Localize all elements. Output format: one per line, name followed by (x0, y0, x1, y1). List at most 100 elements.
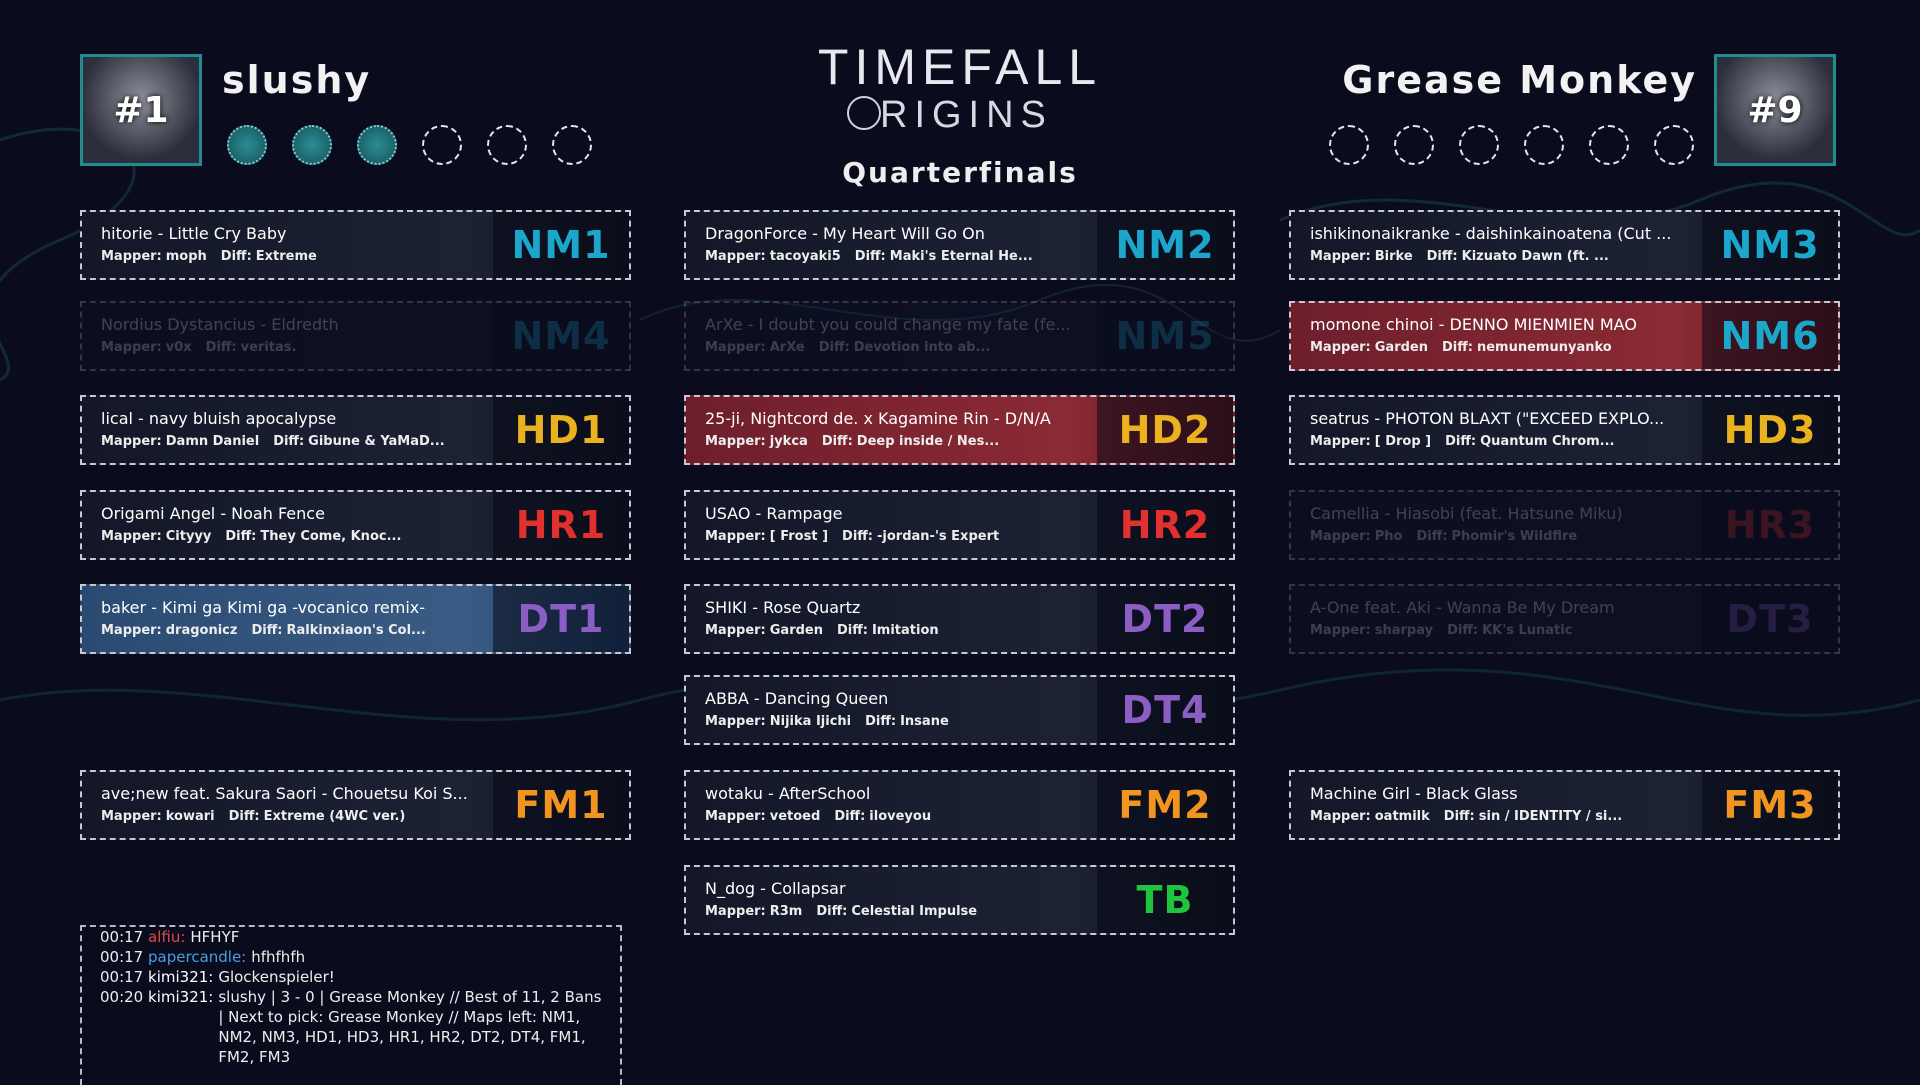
score-dot (227, 125, 267, 165)
map-card: ishikinonaikranke - daishinkainoatena (C… (1289, 210, 1840, 280)
diff: iloveyou (869, 809, 932, 824)
diff-label: Diff: (854, 249, 886, 264)
score-dot (1394, 125, 1434, 165)
score-dot (487, 125, 527, 165)
diff-label: Diff: (818, 340, 850, 355)
map-card: lical - navy bluish apocalypse Mapper: Dam… (80, 395, 631, 465)
mapper-label: Mapper: (101, 434, 162, 449)
diff-label: Diff: (225, 529, 257, 544)
chat-user: alfiu: (148, 928, 186, 946)
map-title: ABBA - Dancing Queen (705, 689, 889, 708)
chat-prefix: 00:17 alfiu: (100, 927, 185, 947)
map-code: NM2 (1097, 212, 1233, 278)
map-meta: Mapper: Pho Diff: Phomir's Wildfire (1310, 529, 1581, 544)
left-seed: #1 (113, 89, 169, 131)
mapper-label: Mapper: (1310, 529, 1371, 544)
chat-user: kimi321: (148, 988, 214, 1006)
mapper-label: Mapper: (705, 714, 766, 729)
left-avatar: #1 (80, 54, 202, 166)
diff: Imitation (871, 623, 939, 638)
map-card: wotaku - AfterSchool Mapper: vetoed Diff: il… (684, 770, 1235, 840)
mapper: [ Frost ] (769, 529, 829, 544)
mapper: kowari (165, 809, 215, 824)
mapper-label: Mapper: (705, 529, 766, 544)
diff: Ralkinxiaon's Col... (286, 623, 426, 638)
mapper-label: Mapper: (101, 809, 162, 824)
diff-label: Diff: (865, 714, 897, 729)
chat-line: 00:20 kimi321: slushy | 3 - 0 | Grease Mo… (100, 987, 602, 1067)
chat-box: 00:17 alfiu: HFHYF 00:17 papercandle: hfhfh… (80, 925, 622, 1085)
map-title: ishikinonaikranke - daishinkainoatena (C… (1310, 224, 1672, 243)
map-meta: Mapper: Birke Diff: Kizuato Dawn (ft. ... (1310, 249, 1613, 264)
diff: Kizuato Dawn (ft. ... (1461, 249, 1609, 264)
map-meta: Mapper: moph Diff: Extreme (101, 249, 321, 264)
map-code: HD3 (1702, 397, 1838, 463)
map-meta: Mapper: oatmilk Diff: sin / IDENTITY / si..… (1310, 809, 1626, 824)
mapper-label: Mapper: (705, 809, 766, 824)
map-title: DragonForce - My Heart Will Go On (705, 224, 985, 243)
mapper: R3m (769, 904, 803, 919)
score-dot (1589, 125, 1629, 165)
map-title: momone chinoi - DENNO MIENMIEN MAO (1310, 315, 1637, 334)
mapper: Cityyy (165, 529, 212, 544)
map-code: DT3 (1702, 586, 1838, 652)
score-dot (1459, 125, 1499, 165)
map-code: FM1 (493, 772, 629, 838)
map-title: 25-ji, Nightcord de. x Kagamine Rin - D/… (705, 409, 1051, 428)
map-title: lical - navy bluish apocalypse (101, 409, 337, 428)
diff: Devotion into ab... (853, 340, 991, 355)
mapper: Nijika Ijichi (769, 714, 852, 729)
mapper-label: Mapper: (101, 340, 162, 355)
mapper-label: Mapper: (1310, 434, 1371, 449)
map-card: Origami Angel - Noah Fence Mapper: Cityyy D… (80, 490, 631, 560)
map-code: HR1 (493, 492, 629, 558)
chat-prefix: 00:17 papercandle: (100, 947, 246, 967)
map-code: TB (1097, 867, 1233, 933)
mapper-label: Mapper: (705, 434, 766, 449)
diff-label: Diff: (220, 249, 252, 264)
map-title: Machine Girl - Black Glass (1310, 784, 1518, 803)
diff-label: Diff: (1445, 434, 1477, 449)
mapper-label: Mapper: (1310, 623, 1371, 638)
left-team-name: slushy (222, 58, 372, 102)
diff-label: Diff: (1447, 623, 1479, 638)
mapper: moph (165, 249, 207, 264)
map-code: NM6 (1702, 303, 1838, 369)
chat-text: slushy | 3 - 0 | Grease Monkey // Best o… (218, 988, 602, 1066)
diff: Gibune & YaMaD... (308, 434, 445, 449)
map-code: NM4 (493, 303, 629, 369)
map-card: ABBA - Dancing Queen Mapper: Nijika Ijichi… (684, 675, 1235, 745)
mapper-label: Mapper: (1310, 340, 1371, 355)
map-meta: Mapper: jykca Diff: Deep inside / Nes... (705, 434, 1003, 449)
map-meta: Mapper: v0x Diff: veritas. (101, 340, 300, 355)
diff: Phomir's Wildfire (1451, 529, 1578, 544)
mapper: vetoed (769, 809, 821, 824)
map-code: DT2 (1097, 586, 1233, 652)
mapper: [ Drop ] (1374, 434, 1432, 449)
map-card: baker - Kimi ga Kimi ga -vocanico remix-… (80, 584, 631, 654)
map-meta: Mapper: ArXe Diff: Devotion into ab... (705, 340, 994, 355)
chat-prefix: 00:20 kimi321: (100, 987, 213, 1067)
map-title: N_dog - Collapsar (705, 879, 846, 898)
map-title: SHIKI - Rose Quartz (705, 598, 861, 617)
mapper-label: Mapper: (705, 340, 766, 355)
diff: Deep inside / Nes... (856, 434, 1000, 449)
diff: Insane (900, 714, 949, 729)
chat-line: 00:17 alfiu: HFHYF (100, 927, 602, 947)
map-title: wotaku - AfterSchool (705, 784, 871, 803)
map-code: NM5 (1097, 303, 1233, 369)
mapper-label: Mapper: (1310, 809, 1371, 824)
chat-user: kimi321: (148, 968, 214, 986)
map-code: FM3 (1702, 772, 1838, 838)
diff: -jordan-'s Expert (877, 529, 1000, 544)
chat-prefix: 00:17 kimi321: (100, 967, 213, 987)
map-card: seatrus - PHOTON BLAXT ("EXCEED EXPLO...… (1289, 395, 1840, 465)
diff-label: Diff: (834, 809, 866, 824)
map-meta: Mapper: Nijika Ijichi Diff: Insane (705, 714, 953, 729)
map-meta: Mapper: Garden Diff: Imitation (705, 623, 943, 638)
diff: Celestial Impulse (851, 904, 978, 919)
logo-icon (847, 96, 881, 130)
right-seed: #9 (1747, 89, 1803, 131)
map-card: N_dog - Collapsar Mapper: R3m Diff: Celestia… (684, 865, 1235, 935)
mapper: ArXe (769, 340, 805, 355)
